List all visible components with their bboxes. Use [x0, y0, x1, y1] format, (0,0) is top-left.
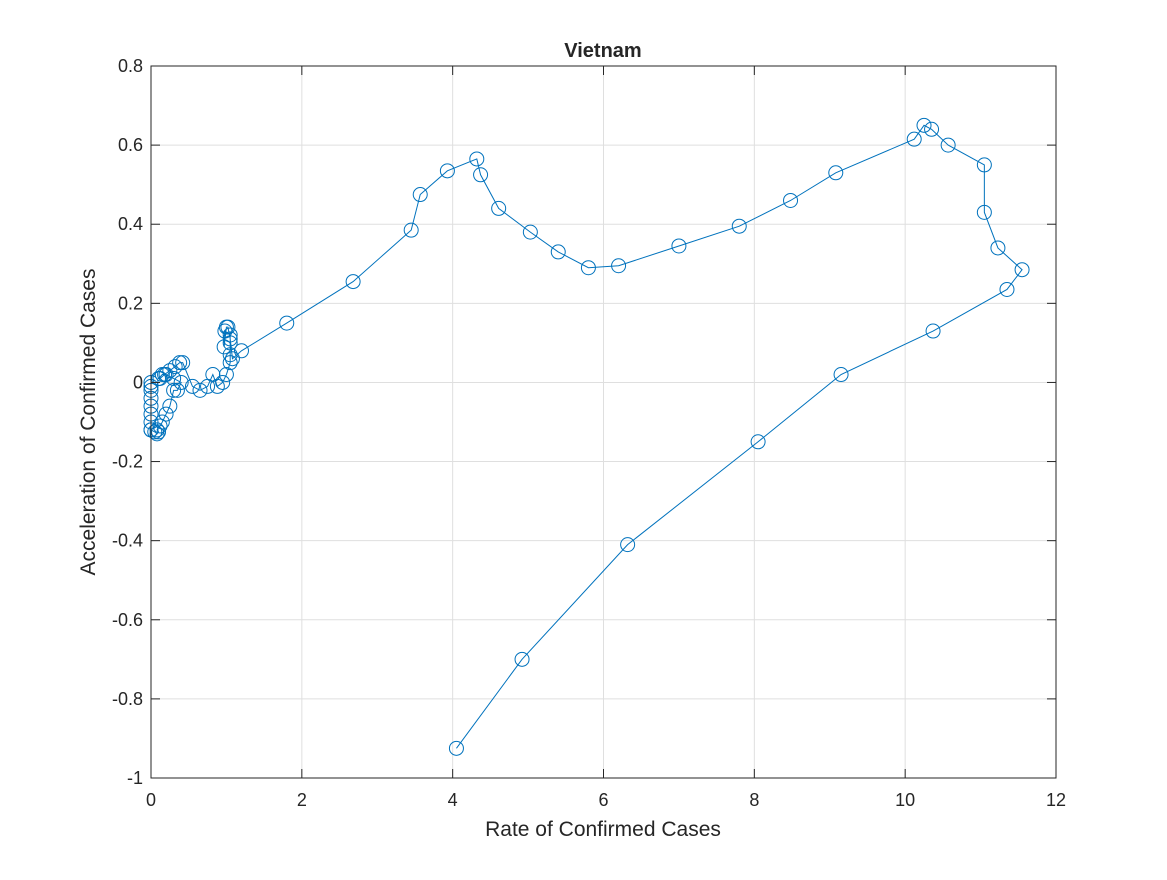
data-point — [157, 367, 173, 383]
data-point — [439, 163, 455, 179]
y-tick-label: 0.8 — [118, 56, 143, 76]
data-point — [184, 378, 200, 394]
data-point — [469, 151, 485, 167]
data-point — [152, 370, 168, 386]
data-point — [473, 167, 489, 183]
data-point — [147, 424, 163, 440]
y-tick-label: 0 — [133, 372, 143, 392]
x-tick-label: 6 — [598, 790, 608, 810]
data-point — [976, 204, 992, 220]
data-point — [222, 331, 238, 347]
data-point — [222, 327, 238, 343]
data-point — [976, 157, 992, 173]
data-point — [169, 382, 185, 398]
series-layer — [143, 117, 1030, 756]
x-tick-label: 12 — [1046, 790, 1066, 810]
data-point — [166, 382, 182, 398]
data-point — [209, 378, 225, 394]
data-point — [158, 406, 174, 422]
data-point — [580, 260, 596, 276]
data-point — [167, 359, 183, 375]
data-point — [175, 355, 191, 371]
chart-title: Vietnam — [564, 40, 641, 62]
data-point — [192, 382, 208, 398]
data-point — [731, 218, 747, 234]
data-point — [924, 121, 940, 137]
data-point — [925, 323, 941, 339]
y-tick-label: -0.2 — [112, 452, 143, 472]
data-point — [412, 187, 428, 203]
data-point — [783, 192, 799, 208]
x-tick-label: 8 — [749, 790, 759, 810]
data-point — [222, 347, 238, 363]
grid — [150, 65, 1057, 779]
data-point — [990, 240, 1006, 256]
data-point — [224, 351, 240, 367]
x-axis-label: Rate of Confirmed Cases — [485, 818, 721, 841]
data-point — [514, 651, 530, 667]
data-point — [999, 281, 1015, 297]
data-point — [611, 258, 627, 274]
data-point — [671, 238, 687, 254]
y-axis-label: Acceleration of Confirmed Cases — [77, 269, 100, 576]
y-tick-label: 0.2 — [118, 293, 143, 313]
y-tick-label: 0.4 — [118, 214, 143, 234]
data-point — [154, 414, 170, 430]
data-point — [149, 422, 165, 438]
data-point — [173, 374, 189, 390]
x-tick-label: 4 — [448, 790, 458, 810]
data-point — [345, 274, 361, 290]
data-point — [279, 315, 295, 331]
y-tick-label: -0.6 — [112, 610, 143, 630]
data-point — [940, 137, 956, 153]
data-point — [620, 537, 636, 553]
data-point — [916, 117, 932, 133]
x-tick-label: 2 — [297, 790, 307, 810]
y-tick-label: 0.6 — [118, 135, 143, 155]
data-point — [218, 367, 234, 383]
data-point — [403, 222, 419, 238]
data-point — [215, 374, 231, 390]
tick-labels: 0 2 4 6 8 10 12 -1 -0.8 -0.6 -0.4 -0.2 0 0.2 0.4 0.6 0.8 — [112, 56, 1066, 810]
data-point — [491, 200, 507, 216]
data-point — [828, 165, 844, 181]
data-point — [222, 355, 238, 371]
x-tick-label: 0 — [146, 790, 156, 810]
y-tick-label: -1 — [127, 768, 143, 788]
data-point — [833, 367, 849, 383]
data-point — [522, 224, 538, 240]
data-point — [220, 319, 236, 335]
data-point — [1014, 262, 1030, 278]
data-point — [448, 740, 464, 756]
data-point — [906, 131, 922, 147]
data-point — [750, 434, 766, 450]
data-point — [550, 244, 566, 260]
y-tick-label: -0.4 — [112, 531, 143, 551]
data-point — [234, 343, 249, 359]
data-point — [172, 355, 188, 371]
axes — [150, 65, 1057, 779]
data-point — [152, 418, 168, 434]
data-point — [151, 424, 167, 440]
data-point — [216, 339, 232, 355]
data-point — [162, 398, 178, 414]
series-line — [150, 124, 1023, 749]
data-point — [162, 363, 178, 379]
x-tick-label: 10 — [895, 790, 915, 810]
y-tick-label: -0.8 — [112, 689, 143, 709]
